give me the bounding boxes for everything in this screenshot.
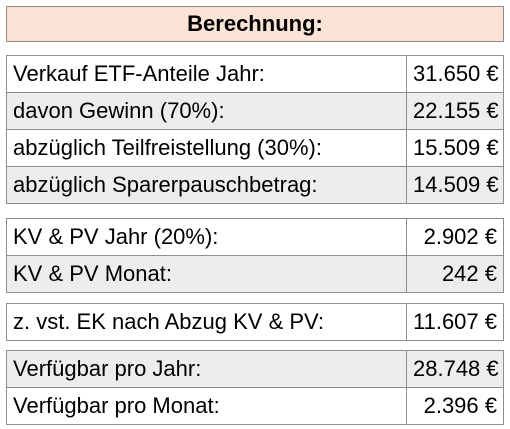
row-label: KV & PV Jahr (20%):	[6, 218, 407, 256]
row-value: 11.607 €	[406, 303, 504, 341]
table-row: abzüglich Sparerpauschbetrag: 14.509 €	[6, 166, 504, 204]
row-value: 31.650 €	[406, 55, 504, 93]
row-label: Verkauf ETF-Anteile Jahr:	[6, 55, 407, 93]
row-value: 22.155 €	[406, 92, 504, 130]
row-value: 15.509 €	[406, 129, 504, 167]
calculation-title: Berechnung:	[187, 11, 323, 36]
row-value: 2.396 €	[406, 387, 504, 425]
row-label: KV & PV Monat:	[6, 255, 407, 293]
insurance-group: KV & PV Jahr (20%): 2.902 € KV & PV Mona…	[6, 218, 504, 293]
table-row: Verfügbar pro Jahr: 28.748 €	[6, 350, 504, 388]
taxable-income-group: z. vst. EK nach Abzug KV & PV: 11.607 €	[6, 303, 504, 341]
row-value: 2.902 €	[406, 218, 504, 256]
table-row: Verkauf ETF-Anteile Jahr: 31.650 €	[6, 55, 504, 93]
table-row: z. vst. EK nach Abzug KV & PV: 11.607 €	[6, 303, 504, 341]
row-value: 28.748 €	[406, 350, 504, 388]
row-label: Verfügbar pro Monat:	[6, 387, 407, 425]
table-row: KV & PV Monat: 242 €	[6, 255, 504, 293]
table-row: abzüglich Teilfreistellung (30%): 15.509…	[6, 129, 504, 167]
row-label: davon Gewinn (70%):	[6, 92, 407, 130]
row-label: z. vst. EK nach Abzug KV & PV:	[6, 303, 407, 341]
row-value: 242 €	[406, 255, 504, 293]
row-label: Verfügbar pro Jahr:	[6, 350, 407, 388]
row-label: abzüglich Sparerpauschbetrag:	[6, 166, 407, 204]
table-row: Verfügbar pro Monat: 2.396 €	[6, 387, 504, 425]
available-group: Verfügbar pro Jahr: 28.748 € Verfügbar p…	[6, 350, 504, 425]
row-value: 14.509 €	[406, 166, 504, 204]
calculation-header: Berechnung:	[6, 6, 504, 42]
table-row: KV & PV Jahr (20%): 2.902 €	[6, 218, 504, 256]
row-label: abzüglich Teilfreistellung (30%):	[6, 129, 407, 167]
table-row: davon Gewinn (70%): 22.155 €	[6, 92, 504, 130]
sale-profit-group: Verkauf ETF-Anteile Jahr: 31.650 € davon…	[6, 55, 504, 204]
